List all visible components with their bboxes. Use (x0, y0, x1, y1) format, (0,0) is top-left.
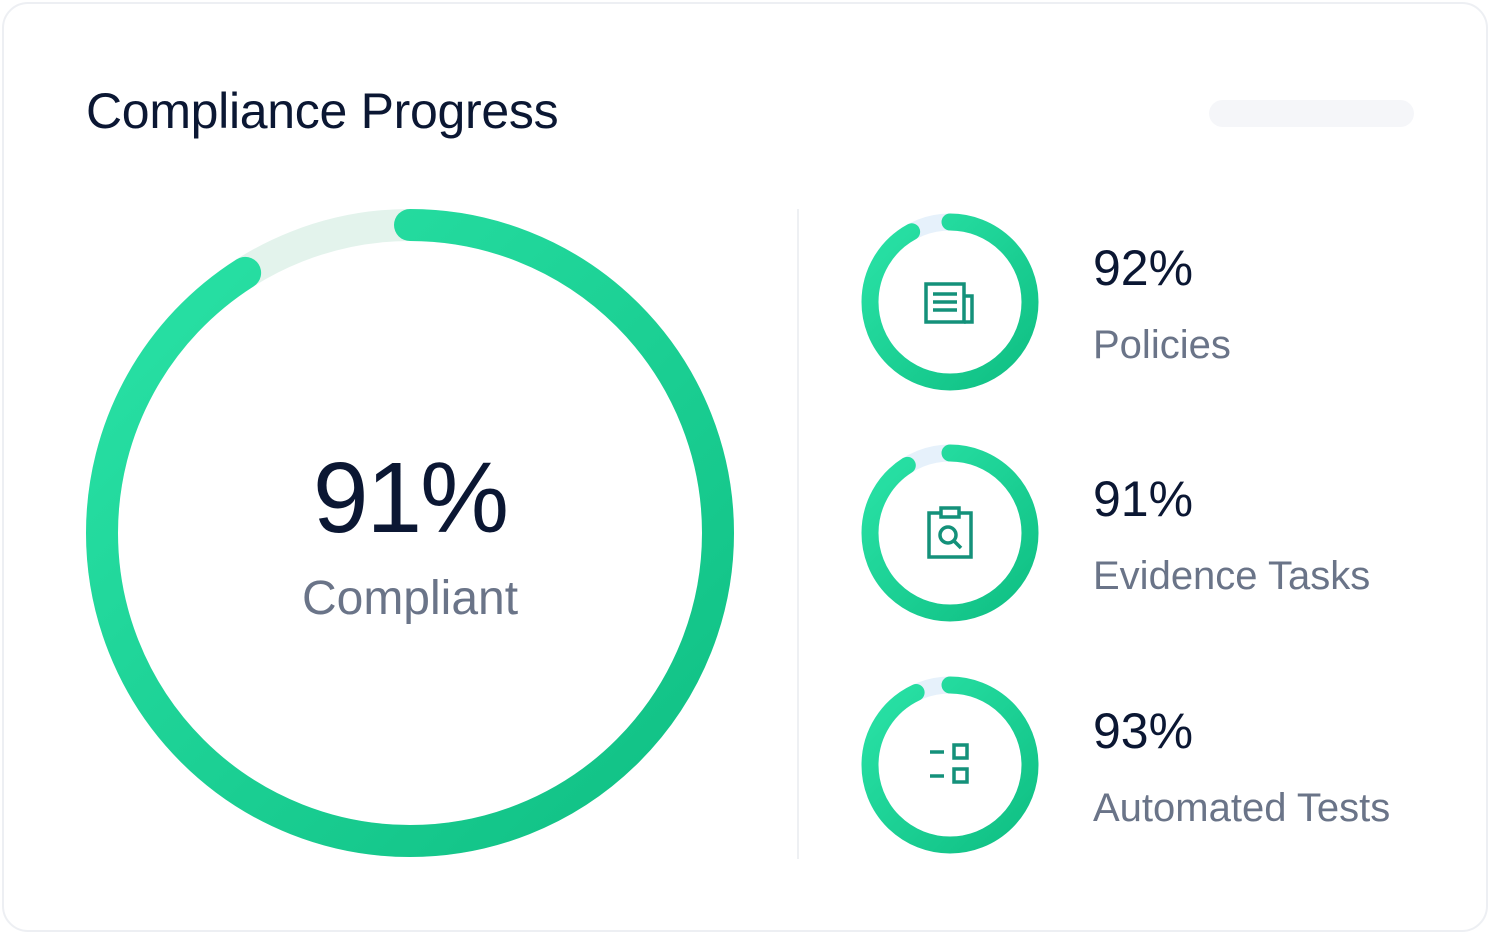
policies-percent: 92% (1093, 240, 1194, 296)
overall-percent: 91% (312, 442, 509, 554)
evidence-tasks-label: Evidence Tasks (1093, 554, 1371, 598)
document-list-icon (924, 282, 974, 324)
automated-tests-label: Automated Tests (1093, 786, 1391, 830)
automated-tests-percent: 93% (1093, 703, 1194, 759)
section-divider (797, 209, 799, 859)
metric-evidence-tasks: 91% Evidence Tasks (860, 443, 1460, 623)
clipboard-search-icon (927, 506, 973, 559)
header-placeholder-pill (1209, 100, 1414, 127)
overall-progress-ring (86, 209, 734, 857)
policies-ring-progress (861, 213, 1039, 391)
overall-status-label: Compliant (301, 572, 519, 625)
evidence-tasks-percent: 91% (1093, 471, 1194, 527)
metric-automated-tests: 93% Automated Tests (860, 675, 1460, 855)
policies-progress-ring (861, 213, 1039, 391)
evidence-tasks-progress-ring (861, 444, 1039, 622)
automated-tests-progress-ring (861, 676, 1039, 854)
overall-center: 91% Compliant (84, 207, 736, 859)
policies-label: Policies (1093, 323, 1231, 367)
automated-tests-ring-progress (861, 676, 1039, 854)
card-title: Compliance Progress (86, 83, 559, 139)
checklist-icon (930, 743, 969, 784)
evidence-tasks-ring-progress (861, 444, 1039, 622)
metric-policies: 92% Policies (860, 212, 1460, 392)
overall-ring-progress (86, 209, 734, 857)
